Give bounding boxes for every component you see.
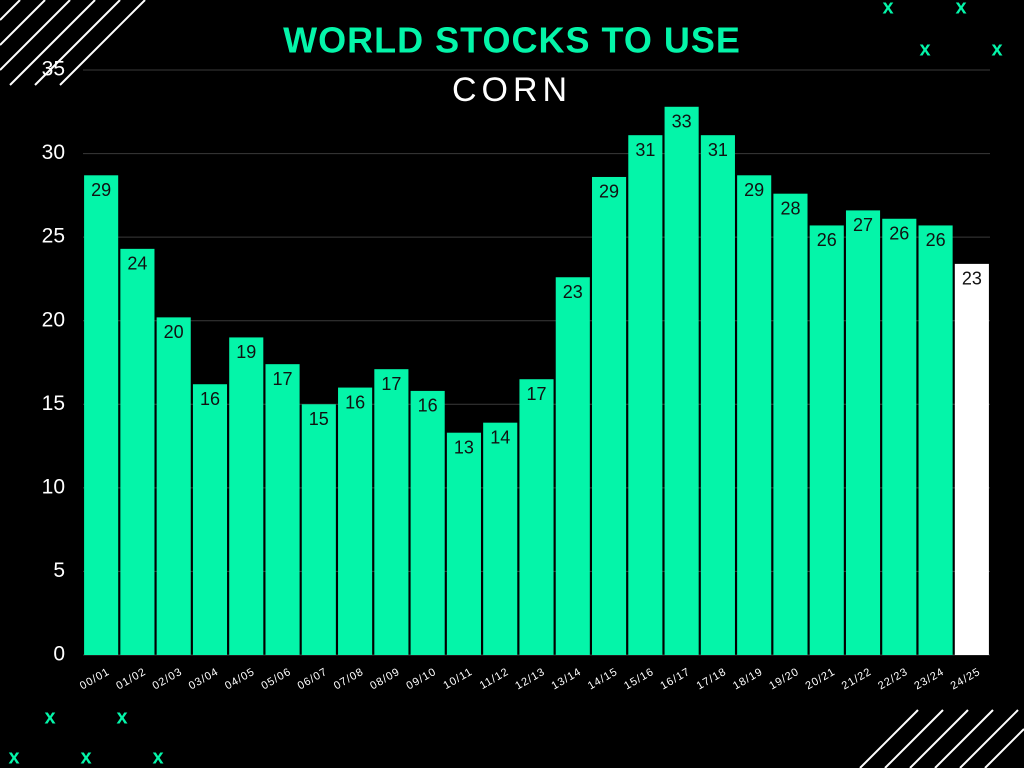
plot-area: 0510152025303500/012901/022402/032003/04… [42, 58, 990, 692]
bar [338, 387, 373, 655]
decor-x: x [116, 706, 127, 728]
bar [483, 422, 518, 655]
value-label: 17 [381, 374, 401, 394]
decor-x: x [152, 746, 163, 768]
value-label: 23 [962, 269, 982, 289]
value-label: 33 [672, 112, 692, 132]
chart-title: WORLD STOCKS TO USE [283, 20, 741, 61]
value-label: 29 [599, 182, 619, 202]
decor-x: x [44, 706, 55, 728]
value-label: 24 [127, 254, 147, 274]
value-label: 23 [563, 282, 583, 302]
value-label: 29 [744, 180, 764, 200]
decor-x: x [991, 38, 1002, 60]
bar [954, 263, 989, 655]
value-label: 16 [345, 392, 365, 412]
value-label: 20 [164, 322, 184, 342]
bar [120, 248, 155, 656]
bar [301, 404, 336, 655]
y-tick-label: 25 [42, 225, 65, 248]
decor-x: x [8, 746, 19, 768]
decor-x: x [80, 746, 91, 768]
y-tick-label: 5 [53, 559, 65, 582]
value-label: 17 [273, 369, 293, 389]
value-label: 15 [309, 409, 329, 429]
value-label: 27 [853, 215, 873, 235]
value-label: 31 [708, 140, 728, 160]
value-label: 14 [490, 427, 510, 447]
chart-subtitle: CORN [452, 71, 572, 109]
bar [374, 369, 409, 655]
y-tick-label: 35 [42, 58, 65, 81]
bar [700, 135, 735, 655]
bar [519, 379, 554, 655]
y-tick-label: 10 [42, 475, 65, 498]
bar [845, 210, 881, 655]
bar [737, 175, 772, 656]
bar [229, 337, 264, 655]
bar [809, 225, 844, 655]
bar [773, 193, 808, 655]
value-label: 13 [454, 437, 474, 457]
bar [918, 225, 953, 655]
value-label: 29 [91, 180, 111, 200]
value-label: 16 [418, 396, 438, 416]
bar [192, 384, 228, 655]
bar [882, 218, 917, 655]
y-tick-label: 0 [53, 643, 65, 666]
value-label: 28 [780, 198, 800, 218]
value-label: 26 [926, 230, 946, 250]
value-label: 16 [200, 389, 220, 409]
bar [156, 317, 191, 655]
bar [555, 277, 590, 655]
value-label: 17 [526, 384, 546, 404]
decor-slashes-top [0, 0, 146, 86]
bar [592, 176, 627, 655]
y-tick-label: 30 [42, 141, 65, 164]
bar [664, 106, 699, 656]
decor-x: x [955, 0, 966, 18]
bar [410, 390, 445, 655]
decor-x-group: x x x x x x x x x [8, 0, 1002, 768]
bar [628, 135, 663, 655]
decor-x: x [919, 38, 930, 60]
decor-x: x [882, 0, 893, 18]
bar [265, 364, 300, 655]
y-tick-label: 15 [42, 392, 65, 415]
value-label: 19 [236, 342, 256, 362]
bar [446, 432, 481, 655]
y-tick-label: 20 [42, 308, 65, 331]
value-label: 26 [889, 224, 909, 244]
decor-slashes-bottom [859, 709, 1024, 768]
bar [84, 175, 119, 656]
value-label: 26 [817, 230, 837, 250]
value-label: 31 [635, 140, 655, 160]
